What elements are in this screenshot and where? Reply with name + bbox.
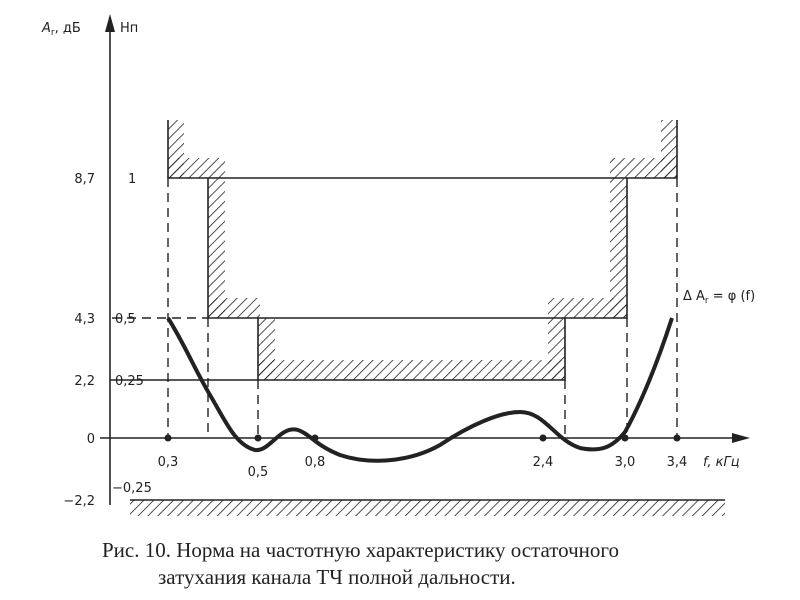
mask-lines [110, 120, 725, 501]
x-tick-label: 0,8 [305, 455, 326, 470]
right-axis-title: Нп [120, 21, 138, 36]
left-tick-label: −2,2 [63, 494, 95, 509]
curve-label: Δ Ar = φ (f) [683, 289, 755, 306]
x-tick-label: 3,4 [667, 455, 688, 470]
right-tick-label: −0,25 [112, 481, 152, 496]
response-curve [166, 316, 674, 463]
arrow [105, 14, 115, 32]
x-tick-label: 0,5 [248, 465, 269, 480]
left-tick-label: 8,7 [74, 172, 95, 187]
caption-line: Рис. 10. Норма на частотную характеристи… [102, 538, 619, 562]
left-tick-label: 2,2 [74, 374, 95, 389]
x-tick-label: 0,3 [158, 455, 179, 470]
left-tick-label: 0 [87, 432, 95, 447]
right-tick-label: 1 [128, 172, 136, 187]
right-tick-label: 0,5 [115, 312, 136, 327]
arrow [732, 433, 750, 443]
x-tick-label: 2,4 [533, 455, 554, 470]
axis-points [164, 434, 681, 442]
left-axis-title: Ar, дБ [41, 21, 81, 38]
axes [100, 14, 750, 505]
hatches [130, 120, 725, 516]
x-axis-title: f, кГц [703, 455, 740, 470]
left-tick-label: 4,3 [74, 312, 95, 327]
right-tick-label: 0,25 [115, 374, 144, 389]
caption-line: затухания канала ТЧ полной дальности. [158, 565, 516, 589]
x-tick-label: 3,0 [615, 455, 636, 470]
